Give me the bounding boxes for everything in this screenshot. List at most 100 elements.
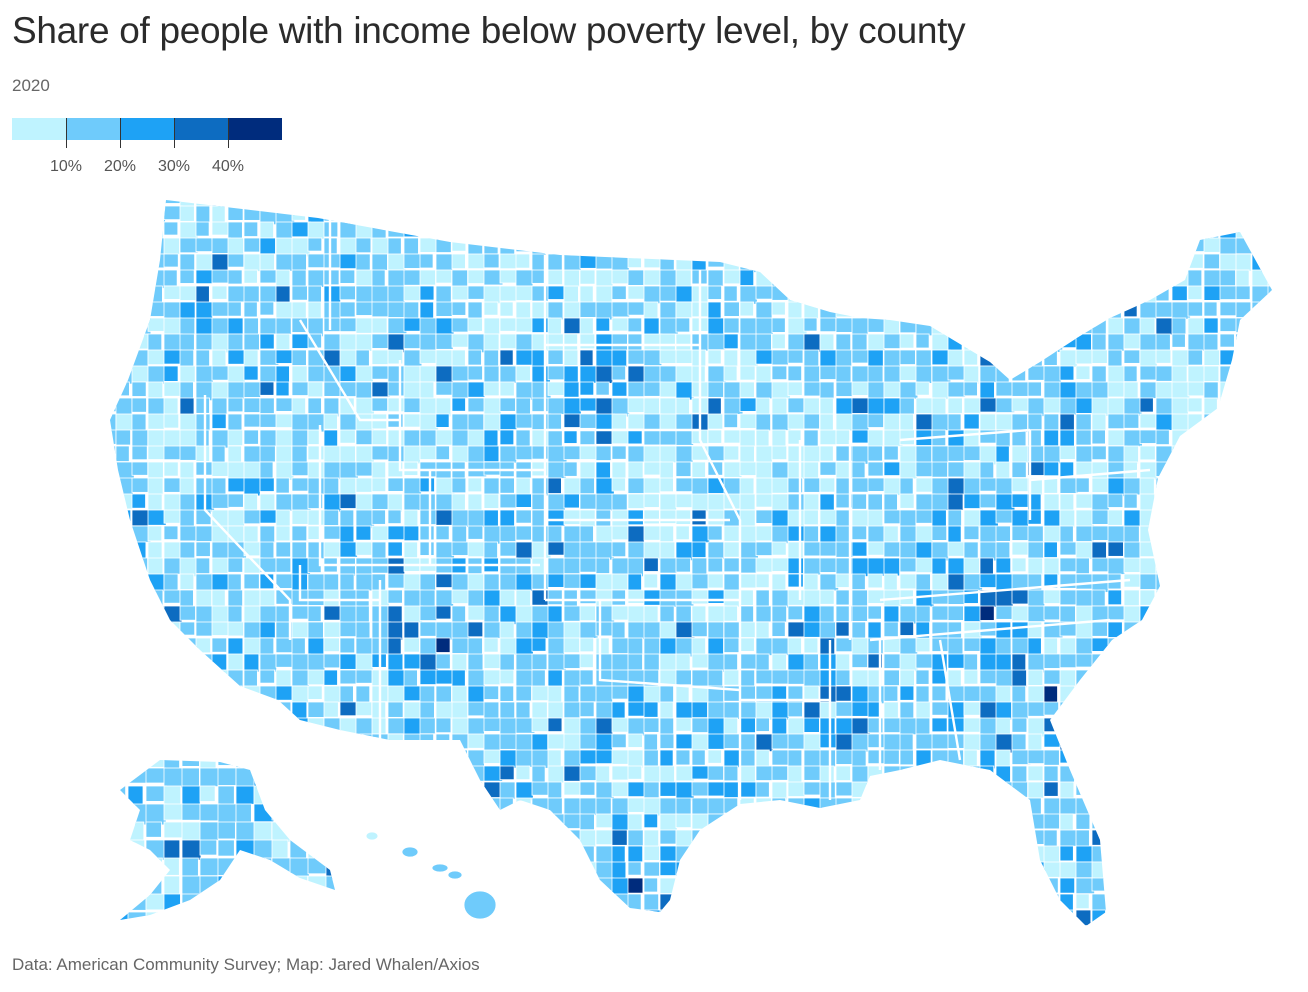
county-cell bbox=[771, 925, 787, 926]
county-cell bbox=[1251, 509, 1272, 526]
county-cell bbox=[419, 573, 436, 593]
county-cell bbox=[1091, 557, 1109, 573]
county-cell bbox=[947, 893, 967, 912]
county-cell bbox=[707, 701, 727, 720]
county-cell bbox=[995, 221, 1013, 240]
county-cell bbox=[947, 365, 967, 381]
county-cell bbox=[1203, 200, 1220, 205]
county-cell bbox=[851, 845, 870, 864]
county-cell bbox=[899, 557, 919, 573]
county-cell bbox=[883, 733, 902, 752]
county-cell bbox=[947, 765, 968, 783]
county-cell bbox=[611, 509, 631, 528]
county-cell bbox=[195, 637, 211, 654]
county-cell bbox=[499, 765, 515, 781]
county-cell bbox=[915, 557, 934, 573]
county-cell bbox=[259, 317, 279, 335]
county-cell bbox=[339, 845, 356, 861]
county-cell bbox=[883, 253, 899, 272]
county-cell bbox=[659, 797, 677, 817]
county-cell bbox=[1027, 269, 1045, 284]
county-cell bbox=[547, 413, 562, 431]
county-cell bbox=[819, 925, 835, 926]
county-cell bbox=[755, 221, 773, 240]
county-cell bbox=[211, 493, 231, 509]
county-cell bbox=[723, 589, 741, 608]
county-cell bbox=[915, 445, 933, 463]
county-cell bbox=[515, 445, 535, 461]
county-cell bbox=[1123, 237, 1138, 253]
county-cell bbox=[1059, 701, 1077, 720]
county-cell bbox=[883, 845, 898, 865]
county-cell bbox=[979, 797, 999, 816]
county-cell bbox=[419, 365, 437, 383]
county-cell bbox=[915, 765, 930, 786]
county-cell bbox=[1187, 509, 1206, 526]
county-cell bbox=[1251, 925, 1269, 926]
county-cell bbox=[307, 909, 324, 926]
county-cell bbox=[707, 829, 724, 850]
county-cell bbox=[1203, 509, 1223, 529]
county-cell bbox=[145, 839, 167, 861]
county-cell bbox=[371, 861, 392, 882]
county-cell bbox=[1219, 429, 1237, 448]
county-cell bbox=[835, 200, 850, 208]
county-cell bbox=[483, 797, 501, 816]
county-cell bbox=[253, 803, 275, 823]
county-cell bbox=[243, 365, 259, 381]
county-cell bbox=[307, 669, 327, 686]
county-cell bbox=[1235, 477, 1251, 493]
county-cell bbox=[643, 493, 660, 508]
county-cell bbox=[771, 349, 789, 366]
county-cell bbox=[867, 269, 885, 287]
county-cell bbox=[387, 829, 402, 848]
county-cell bbox=[1187, 413, 1203, 431]
county-cell bbox=[611, 205, 629, 221]
county-cell bbox=[1043, 701, 1059, 716]
county-cell bbox=[755, 237, 772, 257]
county-cell bbox=[531, 653, 548, 671]
county-cell bbox=[611, 477, 626, 492]
county-cell bbox=[707, 797, 726, 815]
county-cell bbox=[403, 893, 424, 912]
county-cell bbox=[1075, 733, 1094, 750]
county-cell bbox=[289, 839, 307, 861]
county-cell bbox=[771, 429, 787, 448]
county-cell bbox=[1011, 877, 1027, 896]
county-cell bbox=[275, 557, 292, 573]
county-cell bbox=[547, 925, 563, 926]
county-cell bbox=[1203, 605, 1220, 625]
county-cell bbox=[675, 397, 690, 415]
county-cell bbox=[419, 253, 434, 269]
county-cell bbox=[110, 813, 119, 829]
county-cell bbox=[1059, 797, 1079, 815]
county-cell bbox=[275, 200, 296, 207]
county-cell bbox=[771, 333, 786, 350]
county-cell bbox=[1251, 221, 1268, 239]
county-cell bbox=[1107, 525, 1126, 543]
hawaii-island bbox=[431, 863, 449, 873]
county-cell bbox=[163, 803, 184, 821]
county-cell bbox=[1043, 765, 1059, 782]
county-cell bbox=[1203, 925, 1221, 926]
county-cell bbox=[131, 285, 147, 300]
county-cell bbox=[163, 461, 179, 477]
county-cell bbox=[611, 765, 631, 781]
county-cell bbox=[1123, 541, 1141, 561]
county-cell bbox=[739, 429, 756, 449]
county-cell bbox=[947, 525, 962, 545]
county-cell bbox=[1187, 221, 1206, 236]
county-cell bbox=[835, 653, 851, 672]
county-cell bbox=[179, 205, 195, 222]
county-cell bbox=[611, 253, 630, 272]
county-cell bbox=[995, 509, 1014, 524]
county-cell bbox=[259, 861, 278, 881]
county-cell bbox=[835, 477, 851, 496]
county-cell bbox=[755, 717, 770, 732]
county-cell bbox=[1171, 797, 1189, 814]
county-cell bbox=[867, 909, 884, 926]
county-cell bbox=[291, 733, 311, 750]
county-cell bbox=[467, 589, 484, 608]
county-cell bbox=[371, 845, 386, 862]
county-cell bbox=[627, 429, 643, 445]
